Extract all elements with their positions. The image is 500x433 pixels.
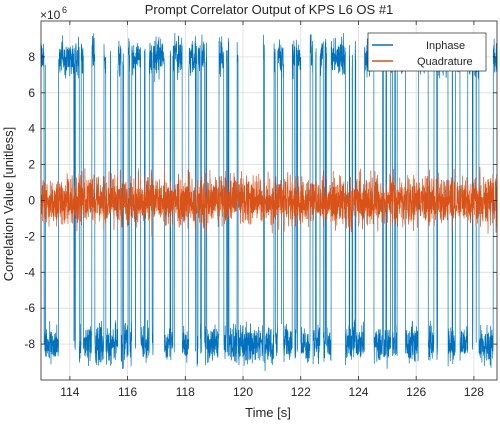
x-tick-label: 116 — [118, 385, 137, 399]
y-tick-label: 0 — [28, 194, 35, 208]
y-tick-label: -2 — [24, 229, 35, 243]
x-tick-label: 124 — [348, 385, 368, 399]
x-axis-label: Time [s] — [245, 405, 291, 420]
y-tick-label: 4 — [28, 122, 35, 136]
legend-label-quadrature: Quadrature — [417, 56, 473, 68]
x-tick-label: 122 — [291, 385, 311, 399]
y-tick-label: -6 — [24, 301, 35, 315]
y-tick-label: -8 — [24, 337, 35, 351]
legend: Inphase Quadrature — [367, 32, 487, 72]
y-tick-label: 6 — [28, 86, 35, 100]
x-tick-label: 118 — [176, 385, 195, 399]
series-line-quadrature — [40, 167, 498, 237]
y-tick-label: 8 — [28, 50, 35, 64]
y-exponent-base: ×10 — [40, 8, 61, 22]
plot-area: 114 116 118 120 122 124 126 128 -8 -6 -4 -2 0 2 4 6 8 — [24, 20, 498, 399]
y-exponent-power: 6 — [62, 5, 67, 15]
x-tick-label: 126 — [406, 385, 426, 399]
legend-box — [367, 32, 487, 72]
chart-title: Prompt Correlator Output of KPS L6 OS #1 — [145, 2, 394, 17]
legend-label-inphase: Inphase — [426, 40, 465, 52]
y-tick-label: 2 — [28, 158, 35, 172]
x-tick-label: 120 — [233, 385, 253, 399]
x-tick-label: 114 — [60, 385, 79, 399]
x-tick-label: 128 — [464, 385, 484, 399]
y-tick-label: -4 — [24, 265, 35, 279]
y-exponent-label: ×10 6 — [40, 5, 67, 22]
y-axis-label: Correlation Value [unitless] — [1, 127, 16, 281]
